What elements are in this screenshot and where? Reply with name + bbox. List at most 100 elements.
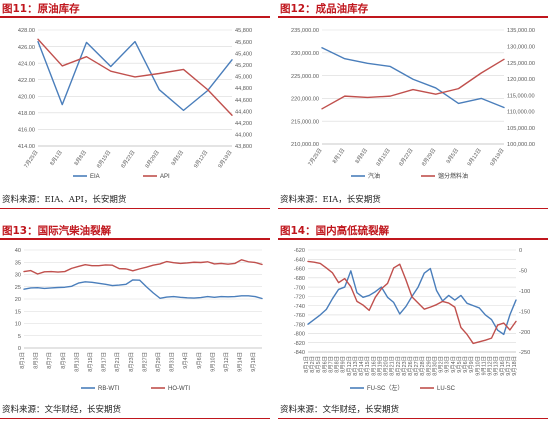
data-point [332, 272, 333, 274]
data-point [362, 296, 364, 298]
data-point [241, 259, 242, 261]
data-point [412, 89, 414, 90]
y-right-tick-label: 135,000.00 [507, 28, 535, 34]
data-point [98, 283, 100, 284]
data-point [261, 298, 263, 299]
data-point [338, 289, 339, 290]
data-point [78, 266, 79, 267]
data-point [435, 93, 437, 95]
x-tick-label: 9月10日 [474, 356, 481, 376]
x-tick-label: 9月5日 [170, 149, 185, 167]
data-point [485, 339, 486, 341]
crude-inventory-chart: 414.00 416.00 418.00 420.00 422.00 424.00 426.… [18, 28, 252, 180]
data-point [497, 329, 498, 331]
data-point [367, 62, 368, 64]
data-point [158, 73, 160, 74]
data-point [261, 264, 263, 265]
data-point [86, 42, 87, 43]
data-point [332, 298, 333, 299]
y-right-tick-label: 44,800 [235, 86, 252, 92]
y-right-tick-label: -200 [519, 330, 530, 336]
y-left-tick-label: 426.00 [18, 45, 35, 51]
y-left-tick-label: -620 [294, 248, 305, 254]
x-tick-label: 8月31日 [169, 352, 176, 372]
sulfur-crack-chart: -840 -820 -800 -780 -760 -740 -720 -700 -680 -660… [294, 248, 530, 392]
legend-label: EIA [90, 174, 100, 180]
data-point [37, 41, 39, 42]
x-tick-label: 9月11日 [480, 356, 487, 375]
source-note: 资料来源：EIA，长安期货 [280, 195, 381, 205]
data-point [207, 89, 209, 91]
data-point [105, 284, 106, 285]
panel-product-inventory: 图12：成品油库存 210,000.00 215,000.00 220,000.00… [278, 0, 550, 210]
x-tick-label: 8月1日 [19, 352, 26, 369]
x-tick-label: 9月3日 [444, 356, 451, 373]
product-inventory-chart: 210,000.00 215,000.00 220,000.00 225,000.00… [291, 28, 535, 180]
x-tick-label: 9月18日 [250, 352, 257, 372]
data-point [448, 295, 450, 296]
data-point [458, 88, 459, 89]
y-left-tick-label: 428.00 [18, 28, 35, 34]
data-point [350, 270, 352, 272]
x-tick-label: 8月14日 [358, 356, 365, 376]
y-right-tick-label: 115,000.00 [507, 93, 535, 99]
data-point [344, 286, 346, 288]
y-left-tick-label: -660 [294, 267, 305, 273]
data-point [231, 59, 233, 61]
data-point [356, 301, 358, 302]
y-right-tick-label: 105,000.00 [507, 126, 535, 132]
x-tick-label: 9月2日 [438, 356, 445, 373]
data-point [173, 296, 174, 297]
data-point [180, 263, 181, 264]
data-point [152, 292, 154, 294]
data-point [180, 296, 181, 298]
y-left-tick-label: 40 [15, 248, 21, 254]
x-tick-label: 7月25日 [307, 147, 324, 167]
data-point [466, 303, 468, 304]
panel-sulfur-crack: 图14：国内高低硫裂解 -840 -820 -800 -780 -760 -740 -720… [278, 222, 550, 421]
data-point [23, 288, 25, 290]
x-tick-label: 9月12日 [192, 149, 209, 169]
y-right-tick-label: 44,600 [235, 98, 252, 104]
x-tick-label: 8月22日 [398, 147, 415, 167]
legend-label: 馏分燃料油 [438, 172, 468, 180]
data-point [344, 278, 346, 279]
data-point [367, 97, 368, 98]
x-tick-label: 8月21日 [114, 352, 121, 372]
data-point [200, 262, 202, 263]
data-point [91, 265, 93, 266]
data-point [134, 41, 136, 42]
x-tick-label: 8月15日 [364, 356, 371, 376]
x-tick-label: 8月29日 [420, 147, 437, 167]
x-tick-label: 9月18日 [511, 356, 518, 376]
data-point [214, 296, 215, 298]
data-point [478, 341, 480, 343]
y-left-tick-label: -760 [294, 313, 305, 319]
figure-title: 图13：国际汽柴油裂解 [2, 225, 112, 237]
data-point [411, 296, 413, 298]
y-right-tick-label: 130,000.00 [507, 44, 535, 50]
x-tick-label: 8月3日 [33, 352, 40, 369]
y-left-tick-label: -720 [294, 295, 305, 301]
series-line-1 [307, 260, 517, 345]
data-point [480, 98, 482, 99]
data-point [227, 296, 229, 298]
y-left-tick-label: 215,000.00 [291, 119, 319, 125]
data-point [37, 38, 39, 40]
data-point [338, 282, 339, 283]
data-point [248, 295, 249, 297]
y-right-tick-label: 45,600 [235, 40, 252, 46]
series-line-0 [37, 40, 233, 112]
series-line-1 [321, 58, 505, 110]
x-tick-label: 8月15日 [95, 149, 112, 169]
data-point [112, 264, 113, 266]
data-point [321, 108, 323, 110]
y-left-tick-label: 10 [15, 322, 21, 328]
x-tick-label: 9月9日 [468, 356, 475, 373]
x-tick-label: 8月1日 [331, 147, 346, 165]
x-tick-label: 8月20日 [383, 356, 390, 376]
x-tick-label: 8月15日 [375, 147, 392, 167]
data-point [478, 307, 480, 309]
source-rule [0, 208, 270, 209]
data-point [381, 286, 382, 288]
